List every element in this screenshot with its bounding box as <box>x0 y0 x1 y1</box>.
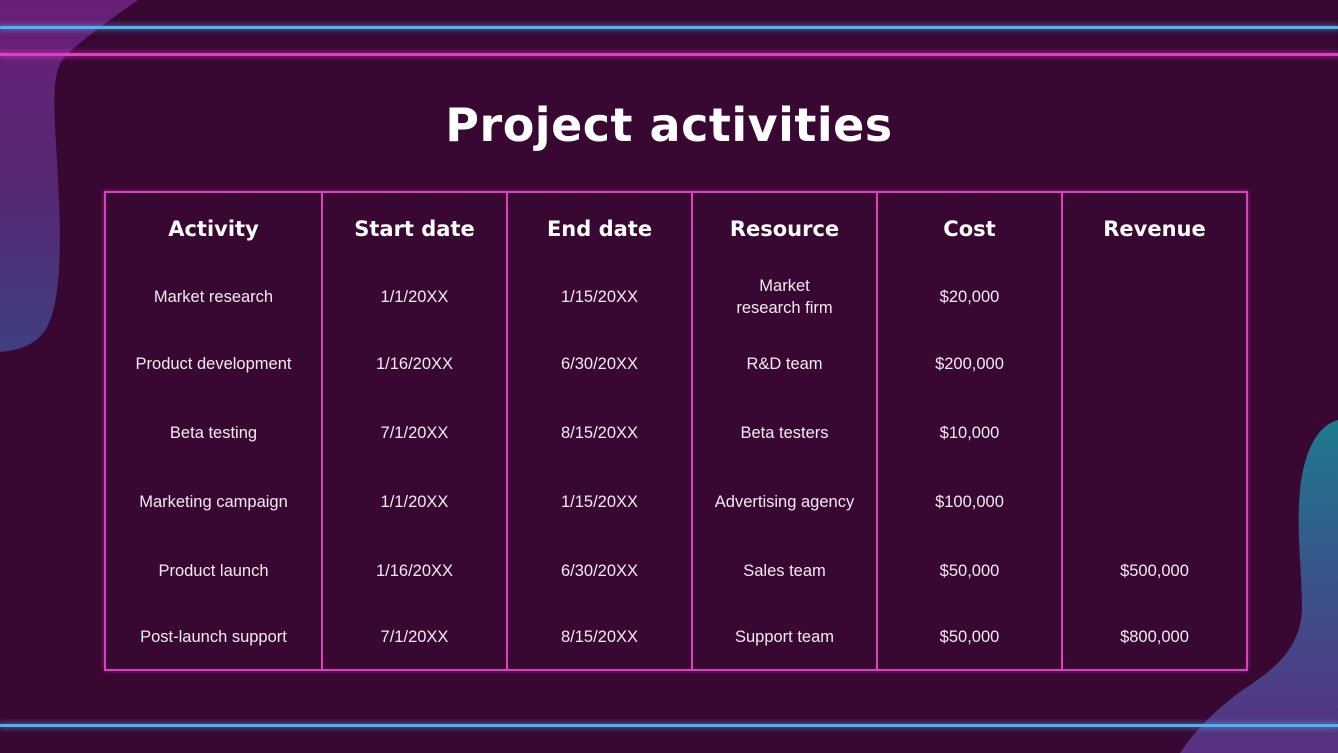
cell-resource: Advertising agency <box>691 467 878 536</box>
cell-revenue: $800,000 <box>1061 605 1248 670</box>
header-revenue: Revenue <box>1061 192 1248 265</box>
page-title: Project activities <box>445 98 893 152</box>
cell-cost: $100,000 <box>876 467 1063 536</box>
table-row: Post-launch support 7/1/20XX 8/15/20XX S… <box>104 605 1248 670</box>
cell-activity: Beta testing <box>104 398 323 467</box>
table-row: Beta testing 7/1/20XX 8/15/20XX Beta tes… <box>104 398 1248 467</box>
cell-revenue <box>1061 398 1248 467</box>
cell-activity: Market research <box>104 265 323 329</box>
table-row: Marketing campaign 1/1/20XX 1/15/20XX Ad… <box>104 467 1248 536</box>
cell-start-date: 7/1/20XX <box>321 398 508 467</box>
cell-revenue <box>1061 329 1248 398</box>
header-activity: Activity <box>104 192 323 265</box>
cell-cost: $200,000 <box>876 329 1063 398</box>
project-activities-table: Activity Start date End date Resource Co… <box>104 191 1248 671</box>
cell-end-date: 1/15/20XX <box>506 467 693 536</box>
cell-activity: Post-launch support <box>104 605 323 670</box>
cell-end-date: 6/30/20XX <box>506 329 693 398</box>
resource-line-1: Market <box>759 277 810 295</box>
cell-cost: $10,000 <box>876 398 1063 467</box>
cell-activity: Product launch <box>104 536 323 605</box>
cell-start-date: 1/16/20XX <box>321 536 508 605</box>
cell-start-date: 1/16/20XX <box>321 329 508 398</box>
header-resource: Resource <box>691 192 878 265</box>
cell-revenue <box>1061 467 1248 536</box>
cell-end-date: 8/15/20XX <box>506 398 693 467</box>
cell-cost: $50,000 <box>876 605 1063 670</box>
table-row: Market research 1/1/20XX 1/15/20XX Marke… <box>104 265 1248 329</box>
cell-end-date: 6/30/20XX <box>506 536 693 605</box>
cell-resource: Support team <box>691 605 878 670</box>
header-end-date: End date <box>506 192 693 265</box>
cell-activity: Marketing campaign <box>104 467 323 536</box>
cell-revenue <box>1061 265 1248 329</box>
top-pink-line <box>0 53 1338 56</box>
table-row: Product development 1/16/20XX 6/30/20XX … <box>104 329 1248 398</box>
resource-line-2: research firm <box>736 299 833 317</box>
right-gradient-blob <box>1180 420 1338 753</box>
header-row: Activity Start date End date Resource Co… <box>104 192 1248 265</box>
cell-resource: R&D team <box>691 329 878 398</box>
cell-resource: Sales team <box>691 536 878 605</box>
cell-resource: Market research firm <box>691 265 878 329</box>
bottom-blue-line <box>0 724 1338 727</box>
cell-start-date: 1/1/20XX <box>321 467 508 536</box>
cell-activity: Product development <box>104 329 323 398</box>
cell-resource: Beta testers <box>691 398 878 467</box>
cell-start-date: 7/1/20XX <box>321 605 508 670</box>
cell-end-date: 8/15/20XX <box>506 605 693 670</box>
cell-end-date: 1/15/20XX <box>506 265 693 329</box>
cell-cost: $20,000 <box>876 265 1063 329</box>
cell-revenue: $500,000 <box>1061 536 1248 605</box>
left-gradient-blob <box>0 0 138 352</box>
header-start-date: Start date <box>321 192 508 265</box>
top-blue-line <box>0 26 1338 29</box>
header-cost: Cost <box>876 192 1063 265</box>
cell-cost: $50,000 <box>876 536 1063 605</box>
cell-start-date: 1/1/20XX <box>321 265 508 329</box>
table-row: Product launch 1/16/20XX 6/30/20XX Sales… <box>104 536 1248 605</box>
